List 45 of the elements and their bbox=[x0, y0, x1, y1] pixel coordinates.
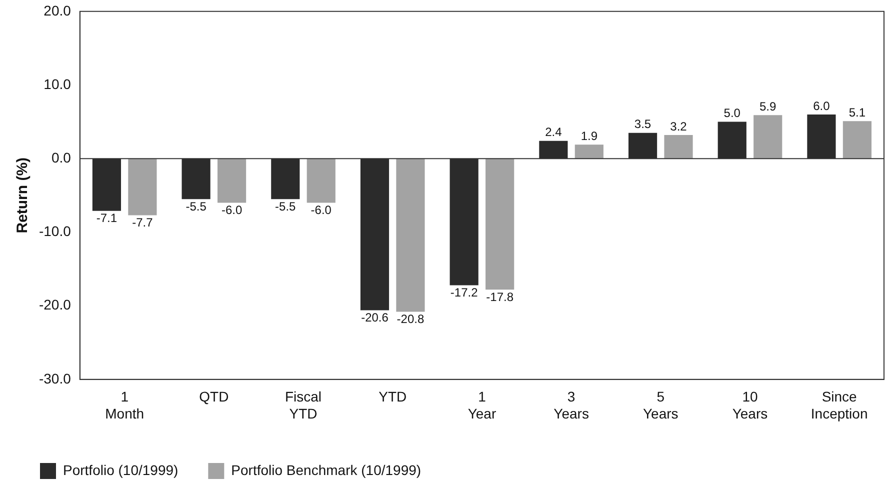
x-tick-label: 1 Month bbox=[105, 388, 144, 422]
data-label: -5.5 bbox=[275, 199, 296, 214]
y-axis-title: Return (%) bbox=[14, 157, 32, 234]
x-tick-label: 3 Years bbox=[554, 388, 589, 422]
x-tick-label: 5 Years bbox=[642, 388, 678, 422]
bar bbox=[664, 135, 693, 159]
data-label: -17.8 bbox=[486, 290, 514, 304]
bar bbox=[128, 158, 157, 216]
data-label: 2.4 bbox=[545, 125, 562, 140]
x-tick-label: Since Inception bbox=[810, 388, 868, 422]
bar bbox=[396, 158, 425, 312]
data-label: 1.9 bbox=[580, 128, 598, 143]
x-tick-label: 10 Years bbox=[732, 388, 768, 422]
data-label: 3.2 bbox=[670, 119, 688, 134]
legend-label: Portfolio Benchmark (10/1999) bbox=[231, 462, 422, 478]
x-tick-label: QTD bbox=[199, 388, 229, 405]
y-tick-label: 20.0 bbox=[44, 2, 72, 18]
y-tick-label: 10.0 bbox=[44, 76, 72, 92]
bar bbox=[218, 158, 246, 203]
y-tick-label: 0.0 bbox=[51, 149, 72, 166]
data-label: -17.2 bbox=[450, 286, 478, 300]
y-tick-label: -10.0 bbox=[38, 223, 72, 240]
y-tick-label: -20.0 bbox=[38, 296, 72, 313]
data-label: -7.1 bbox=[96, 211, 118, 226]
data-label: -6.0 bbox=[310, 203, 332, 218]
bar bbox=[574, 144, 604, 159]
data-label: -6.0 bbox=[221, 203, 242, 218]
bar bbox=[306, 158, 336, 203]
data-label: -7.7 bbox=[132, 216, 154, 230]
bar bbox=[842, 121, 872, 159]
data-label: -20.6 bbox=[361, 310, 389, 325]
data-label: 5.1 bbox=[848, 105, 866, 120]
x-tick-label: YTD bbox=[378, 388, 407, 405]
data-label: -5.5 bbox=[186, 199, 207, 214]
data-label: 5.0 bbox=[724, 106, 741, 120]
legend-label: Portfolio (10/1999) bbox=[63, 462, 178, 478]
y-tick-label: -30.0 bbox=[38, 370, 72, 386]
data-label: 5.9 bbox=[760, 99, 777, 114]
bar bbox=[486, 158, 514, 290]
data-label: 3.5 bbox=[634, 117, 652, 132]
x-tick-label: 1 Year bbox=[468, 388, 496, 422]
data-label: -20.8 bbox=[396, 312, 424, 326]
data-label: 6.0 bbox=[813, 98, 830, 113]
bar bbox=[754, 115, 782, 159]
x-tick-label: Fiscal YTD bbox=[284, 388, 322, 422]
